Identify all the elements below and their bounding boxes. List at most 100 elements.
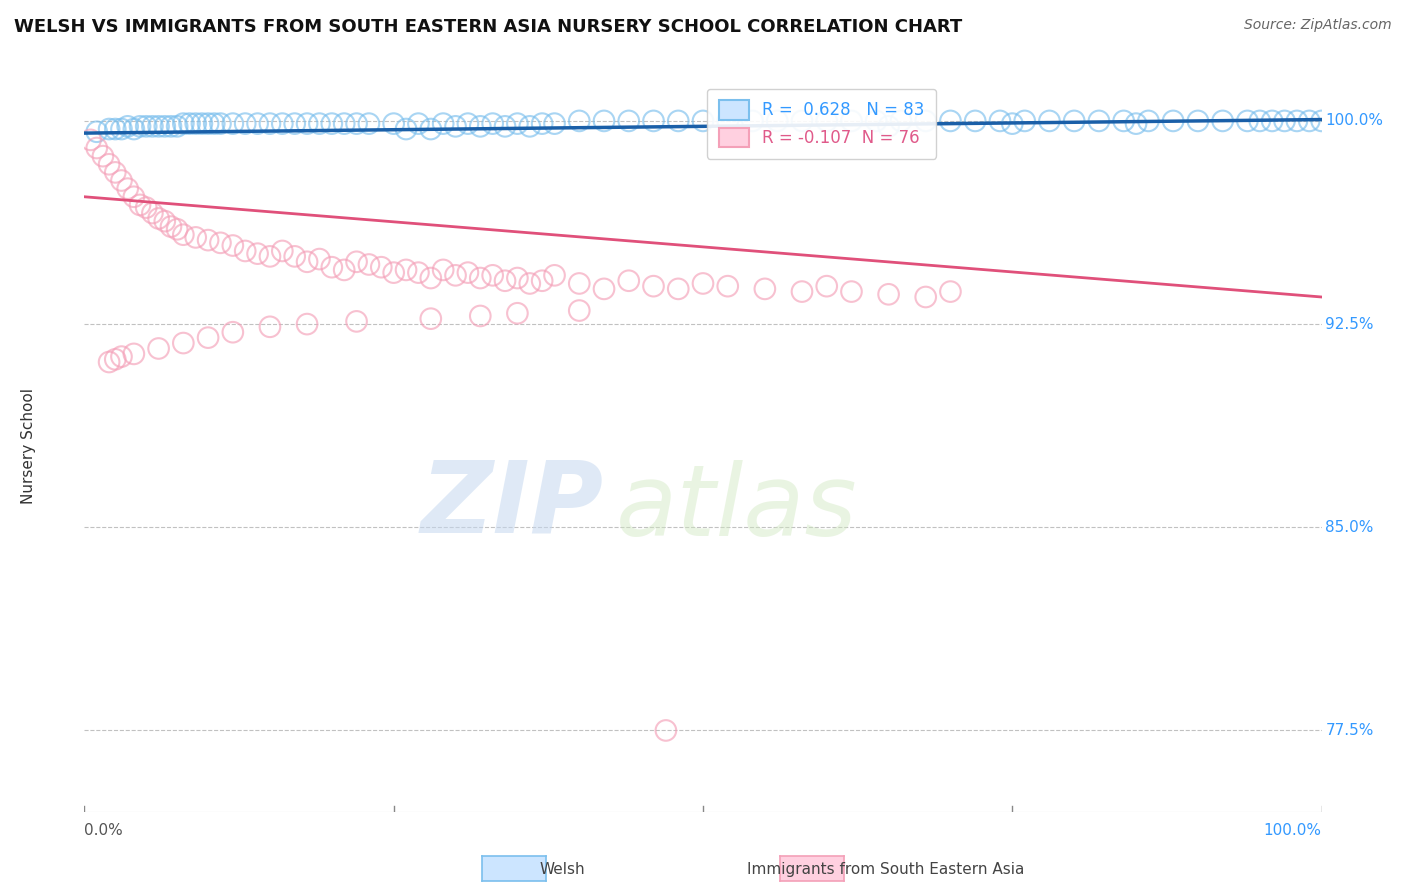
Point [98,122,121,136]
Point [246,117,269,131]
Point [419,122,441,136]
Point [86,141,108,155]
Point [1274,114,1296,128]
Point [519,120,541,134]
Point [197,233,219,247]
Point [184,230,207,244]
Point [308,252,330,266]
Point [457,117,479,131]
Point [153,120,176,134]
Point [643,114,665,128]
Point [877,287,900,301]
Point [815,114,838,128]
Point [543,268,565,283]
Point [432,117,454,131]
Point [766,114,789,128]
Point [692,277,714,291]
Point [110,173,132,187]
Point [122,190,145,204]
Point [457,266,479,280]
Text: 0.0%: 0.0% [84,822,124,838]
Point [1137,114,1160,128]
Point [148,211,170,226]
Point [593,114,616,128]
Point [432,263,454,277]
Point [939,285,962,299]
Point [209,235,232,250]
Point [246,246,269,260]
Point [135,120,157,134]
Point [494,274,516,288]
Point [233,244,256,258]
Point [1310,114,1333,128]
Point [233,117,256,131]
Point [643,279,665,293]
Point [395,263,418,277]
Point [666,114,689,128]
Text: WELSH VS IMMIGRANTS FROM SOUTH EASTERN ASIA NURSERY SCHOOL CORRELATION CHART: WELSH VS IMMIGRANTS FROM SOUTH EASTERN A… [14,18,962,36]
Point [444,120,467,134]
Point [519,277,541,291]
Point [543,117,565,131]
Point [333,117,356,131]
Point [1125,117,1147,131]
Point [568,303,591,318]
Point [259,319,281,334]
Legend: R =  0.628   N = 83, R = -0.107  N = 76: R = 0.628 N = 83, R = -0.107 N = 76 [707,88,936,159]
Point [370,260,392,275]
Point [222,117,245,131]
Point [531,117,554,131]
Point [98,157,121,171]
Point [79,133,101,147]
Point [129,198,152,212]
Point [321,117,343,131]
Point [117,120,139,134]
Point [382,266,405,280]
Point [1187,114,1209,128]
Point [815,279,838,293]
Point [271,244,294,258]
Point [333,263,356,277]
Point [135,201,157,215]
Point [284,117,307,131]
Point [122,347,145,361]
Point [184,117,207,131]
Point [110,122,132,136]
Point [890,114,912,128]
Point [617,114,640,128]
Point [965,114,987,128]
Point [141,120,163,134]
Point [346,314,368,328]
Point [191,117,214,131]
Point [1038,114,1060,128]
Point [790,114,813,128]
Point [110,350,132,364]
Point [790,285,813,299]
Point [1261,114,1284,128]
Point [1063,114,1085,128]
Point [1112,114,1135,128]
Point [104,122,127,136]
Point [914,114,936,128]
Text: Welsh: Welsh [540,863,585,877]
Point [98,355,121,369]
Point [717,114,740,128]
Text: 100.0%: 100.0% [1264,822,1322,838]
Point [295,254,318,268]
Point [444,268,467,283]
Point [321,260,343,275]
Point [295,317,318,331]
Point [717,279,740,293]
Point [141,206,163,220]
Point [1014,114,1036,128]
Point [346,254,368,268]
Point [295,117,318,131]
Point [382,117,405,131]
Point [197,331,219,345]
Point [271,117,294,131]
Point [259,249,281,263]
Point [841,114,863,128]
Point [741,114,763,128]
Point [153,214,176,228]
Text: atlas: atlas [616,459,858,557]
